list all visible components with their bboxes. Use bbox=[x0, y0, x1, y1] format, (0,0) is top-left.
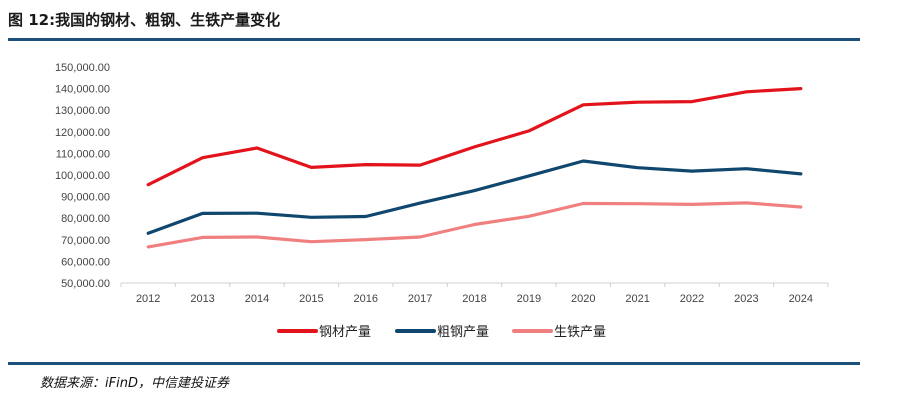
series-line-1 bbox=[146, 86, 803, 187]
legend-label: 生铁产量 bbox=[554, 325, 606, 340]
footer-divider bbox=[8, 362, 860, 365]
y-tick-label: 50,000.00 bbox=[61, 278, 110, 290]
y-tick-label: 100,000.00 bbox=[55, 170, 110, 182]
page-title: 图 12:我国的钢材、粗钢、生铁产量变化 bbox=[8, 11, 281, 29]
y-tick-label: 90,000.00 bbox=[61, 192, 110, 204]
legend-label: 钢材产量 bbox=[319, 325, 371, 340]
x-tick-label: 2020 bbox=[571, 293, 595, 305]
x-tick-label: 2023 bbox=[734, 293, 758, 305]
x-axis: 2012 2013 2014 2015 2016 2017 2018 2019 2020 2021… bbox=[120, 283, 829, 305]
legend: 钢材产量 粗钢产量 生铁产量 bbox=[277, 325, 606, 340]
x-tick-label: 2021 bbox=[625, 293, 649, 305]
x-tick-label: 2015 bbox=[299, 293, 323, 305]
y-tick-label: 110,000.00 bbox=[56, 148, 110, 160]
y-tick-label: 120,000.00 bbox=[55, 127, 110, 139]
x-tick-label: 2016 bbox=[353, 293, 377, 305]
y-tick-label: 140,000.00 bbox=[55, 84, 110, 96]
x-tick-label: 2017 bbox=[408, 293, 432, 305]
y-tick-label: 80,000.00 bbox=[61, 213, 110, 225]
y-tick-label: 60,000.00 bbox=[61, 256, 110, 268]
x-tick-label: 2019 bbox=[517, 293, 541, 305]
legend-label: 粗钢产量 bbox=[437, 325, 489, 340]
x-tick-label: 2024 bbox=[789, 293, 813, 305]
x-tick-label: 2022 bbox=[680, 293, 704, 305]
series-lines bbox=[146, 86, 803, 249]
x-tick-label: 2018 bbox=[462, 293, 486, 305]
source-note: 数据来源：iFinD，中信建投证券 bbox=[40, 376, 229, 391]
y-tick-label: 70,000.00 bbox=[61, 235, 110, 247]
y-axis: 50,000.00 60,000.00 70,000.00 80,000.00 90,0… bbox=[55, 62, 110, 290]
x-tick-label: 2013 bbox=[190, 293, 214, 305]
series-line-2 bbox=[146, 159, 803, 235]
x-tick-label: 2012 bbox=[136, 293, 160, 305]
y-tick-label: 150,000.00 bbox=[55, 62, 110, 74]
y-tick-label: 130,000.00 bbox=[55, 105, 110, 117]
title-divider bbox=[8, 38, 860, 41]
x-tick-label: 2014 bbox=[245, 293, 269, 305]
series-line-3 bbox=[146, 201, 803, 249]
line-chart: 50,000.00 60,000.00 70,000.00 80,000.00 90,0… bbox=[55, 62, 829, 340]
